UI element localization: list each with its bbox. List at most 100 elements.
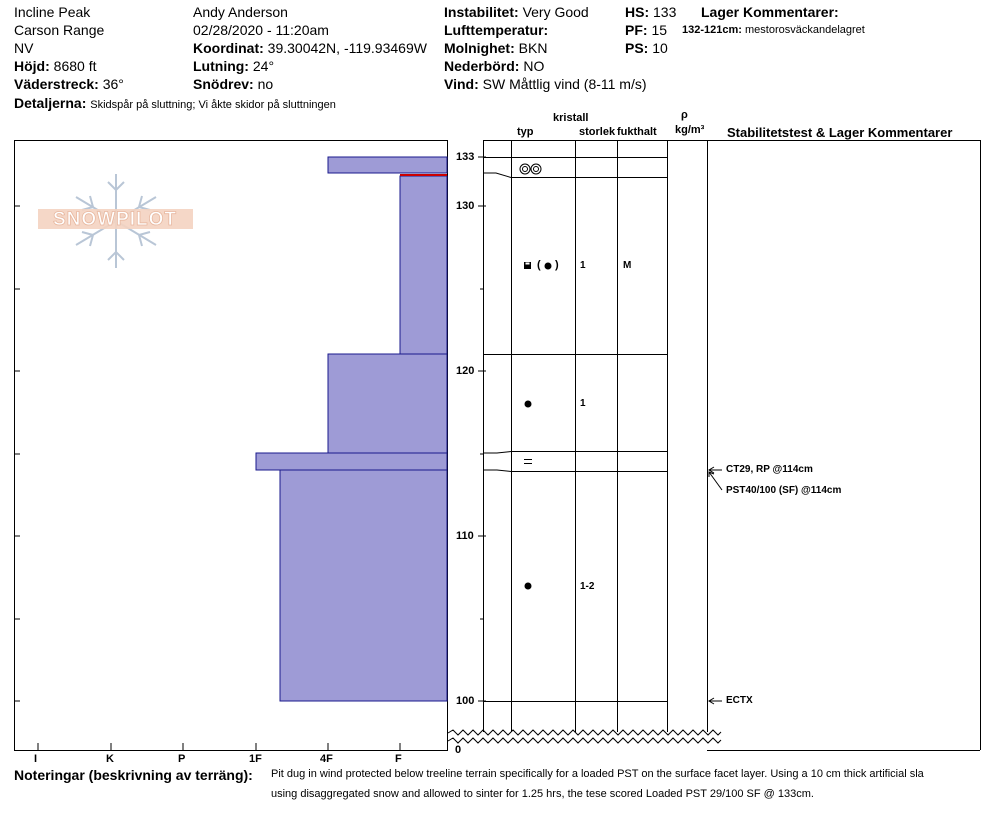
coordinates-value: 39.30042N, -119.93469W xyxy=(267,40,427,56)
depth-label-133: 133 xyxy=(456,151,475,163)
size-layer-5: 1-2 xyxy=(580,581,595,592)
depth-label-110: 110 xyxy=(456,530,474,542)
details-label: Detaljerna: xyxy=(14,95,87,111)
layer-comment-text: mestorosväckandelagret xyxy=(745,24,865,36)
rounding-facet-symbol xyxy=(524,262,531,269)
hardness-label-p: P xyxy=(178,753,186,765)
grain-paren-close: ) xyxy=(555,259,559,271)
location-name: Incline Peak xyxy=(14,4,91,20)
range-name: Carson Range xyxy=(14,22,105,38)
state-name: NV xyxy=(14,40,34,56)
instability-value: Very Good xyxy=(522,4,589,20)
elevation-value: 8680 ft xyxy=(53,58,97,74)
wind-value: SW Måttlig vind (8-11 m/s) xyxy=(482,76,647,92)
test-arrows xyxy=(708,466,723,705)
layer-bar-2 xyxy=(399,175,448,355)
hs-value: 133 xyxy=(653,4,677,20)
col-typ: typ xyxy=(517,126,534,138)
notes-line-2: using disaggregated snow and allowed to … xyxy=(271,788,814,800)
coordinates: Koordinat: 39.30042N, -119.93469W xyxy=(193,40,427,56)
col-storlek-text: storlek xyxy=(579,126,616,138)
precipitation: Nederbörd: NO xyxy=(444,58,544,74)
col-stability: Stabilitetstest & Lager Kommentarer xyxy=(727,125,953,140)
aspect-label: Väderstreck: xyxy=(14,76,99,92)
ps-label: PS: xyxy=(625,40,649,56)
depth-axis-ticks xyxy=(478,156,486,702)
depth-label-0: 0 xyxy=(455,744,462,756)
instability-label: Instabilitet: xyxy=(444,4,519,20)
test-pst: PST40/100 (SF) @114cm xyxy=(726,485,842,496)
layer-bar-3 xyxy=(327,353,448,454)
slope-label: Lutning: xyxy=(193,58,249,74)
pf: PF: 15 xyxy=(625,22,667,38)
layer-comment-range: 132-121cm: xyxy=(682,24,742,36)
hs: HS: 133 xyxy=(625,4,676,20)
layer-bar-5 xyxy=(279,469,448,702)
depth-label-130: 130 xyxy=(456,200,475,212)
sky-label: Molnighet: xyxy=(444,40,515,56)
wind: Vind: SW Måttlig vind (8-11 m/s) xyxy=(444,76,647,92)
elevation-label: Höjd: xyxy=(14,58,50,74)
pf-label: PF: xyxy=(625,22,648,38)
facet-dot-3 xyxy=(524,582,532,590)
col-density-unit: kg/m³ xyxy=(675,124,705,136)
wind-loading-value: no xyxy=(257,76,274,92)
slope-angle: Lutning: 24° xyxy=(193,58,274,74)
moisture-layer-2: M xyxy=(623,260,632,271)
facet-dot-1 xyxy=(544,262,552,270)
sky-value: BKN xyxy=(518,40,548,56)
ps-value: 10 xyxy=(652,40,668,56)
grain-paren-open: ( xyxy=(537,259,541,271)
left-depth-ticks xyxy=(14,205,20,702)
snowflake-icon: SNOWPILOT xyxy=(38,174,193,268)
sky-cover: Molnighet: BKN xyxy=(444,40,547,56)
instability: Instabilitet: Very Good xyxy=(444,4,589,20)
hardness-label-4f: 4F xyxy=(320,753,333,765)
hardness-label-i: I xyxy=(34,753,38,765)
snowpilot-logo: SNOWPILOT xyxy=(38,172,198,270)
grain-symbols xyxy=(519,163,552,590)
hs-label: HS: xyxy=(625,4,650,20)
precip-value: NO xyxy=(523,58,545,74)
test-ct: CT29, RP @114cm xyxy=(726,464,813,475)
ps: PS: 10 xyxy=(625,40,668,56)
col-fukthalt: fukthalt xyxy=(617,126,657,138)
wind-label: Vind: xyxy=(444,76,479,92)
size-layer-3: 1 xyxy=(580,398,586,409)
layer-bar-4 xyxy=(255,452,448,471)
test-ectx: ECTX xyxy=(726,695,753,706)
elevation: Höjd: 8680 ft xyxy=(14,58,96,74)
notes-line-1: Pit dug in wind protected below treeline… xyxy=(271,768,924,780)
observation-datetime: 02/28/2020 - 11:20am xyxy=(193,22,329,38)
layer-comments-title: Lager Kommentarer: xyxy=(701,4,839,20)
hardness-label-1f: 1F xyxy=(249,753,262,765)
details: Detaljerna: Skidspår på sluttning; Vi åk… xyxy=(14,95,336,112)
hardness-axis-ticks xyxy=(37,743,401,751)
details-value: Skidspår på sluttning; Vi åkte skidor på… xyxy=(90,99,336,111)
aspect: Väderstreck: 36° xyxy=(14,76,124,92)
slope-value: 24° xyxy=(252,58,275,74)
facet-dot-2 xyxy=(524,400,532,408)
hardness-label-k: K xyxy=(106,753,114,765)
precip-label: Nederbörd: xyxy=(444,58,520,74)
observer-name: Andy Anderson xyxy=(193,4,288,20)
layer-comment: 132-121cm: mestorosväckandelagret xyxy=(682,24,865,37)
crystal-table xyxy=(483,140,981,751)
size-layer-2: 1 xyxy=(580,260,586,271)
axis-break xyxy=(447,729,722,744)
layer-bar-1 xyxy=(327,156,448,174)
wind-loading: Snödrev: no xyxy=(193,76,273,92)
notes-label: Noteringar (beskrivning av terräng): xyxy=(14,767,253,783)
pf-value: 15 xyxy=(651,22,668,38)
air-temp-label: Lufttemperatur: xyxy=(444,22,549,38)
depth-label-100: 100 xyxy=(456,695,475,707)
depth-label-120: 120 xyxy=(456,365,475,377)
col-kristall: kristall xyxy=(553,112,589,124)
coordinates-label: Koordinat: xyxy=(193,40,264,56)
wind-loading-label: Snödrev: xyxy=(193,76,254,92)
col-storlek: storlek xyxy=(579,126,617,139)
hardness-label-f: F xyxy=(395,753,402,765)
col-rho: ρ xyxy=(681,109,688,121)
aspect-value: 36° xyxy=(102,76,124,92)
